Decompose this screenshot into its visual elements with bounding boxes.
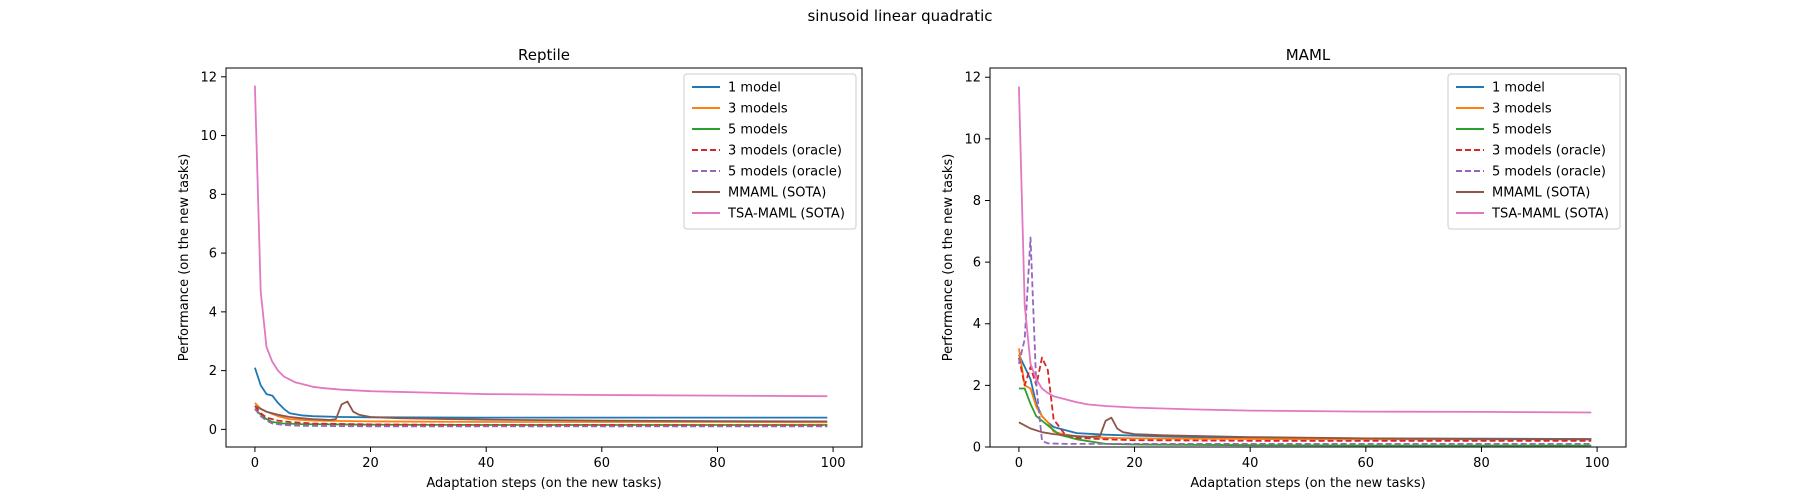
series-line [1018,387,1592,447]
legend-box [1447,73,1621,230]
y-axis-label: Performance (on the new tasks) [177,154,192,362]
series-line [1018,348,1592,441]
series-line [254,405,828,427]
x-tick-label: 100 [821,456,846,471]
legend-label: MMAML (SOTA) [728,186,826,201]
x-tick-label: 40 [1242,456,1259,471]
legend-label: 3 models (oracle) [1492,144,1606,159]
x-tick-label: 60 [594,456,611,471]
legend-label: 5 models (oracle) [1492,165,1606,180]
y-tick-label: 12 [964,71,981,86]
legend-label: TSA-MAML (SOTA) [727,207,845,222]
axes-frame [989,67,1627,448]
x-tick-label: 20 [1126,456,1143,471]
x-axis-label: Adaptation steps (on the new tasks) [1190,476,1425,491]
legend-label: 5 models (oracle) [728,165,842,180]
series-line [1018,236,1592,445]
legend-box [683,73,857,230]
legend-label: 5 models [728,123,788,138]
legend-label: 3 models [728,102,788,117]
x-tick-label: 100 [1585,456,1610,471]
legend-label: 1 model [728,81,781,96]
y-tick-label: 6 [973,256,981,271]
y-tick-label: 0 [973,441,981,456]
series-line [1018,356,1592,442]
x-tick-label: 0 [251,456,259,471]
chart-0: Reptile 0 20 40 60 80 100 0 2 4 6 8 10 12 Adaptation s… [177,46,863,491]
y-tick-label: 8 [209,188,217,203]
y-tick-label: 2 [209,364,217,379]
chart-1: MAML 0 20 40 60 80 100 0 2 4 6 8 10 12 Adaptation step… [941,46,1627,491]
chart-title: MAML [1286,46,1331,64]
legend-label: 5 models [1492,123,1552,138]
x-axis-label: Adaptation steps (on the new tasks) [426,476,661,491]
series-line [254,85,828,398]
legend-label: 3 models (oracle) [728,144,842,159]
series-line [254,400,828,423]
chart-title: Reptile [518,46,570,64]
figure-title: sinusoid linear quadratic [807,7,992,25]
x-tick-label: 0 [1015,456,1023,471]
legend-label: 3 models [1492,102,1552,117]
y-tick-label: 2 [973,379,981,394]
series-line [254,408,828,428]
legend-label: 1 model [1492,81,1545,96]
y-tick-label: 4 [973,317,981,332]
legend: 1 model 3 models 5 models 3 models (oracle)… [1447,73,1621,230]
axes-frame [225,67,863,448]
y-tick-label: 12 [200,70,217,85]
y-tick-label: 4 [209,305,217,320]
y-axis-label: Performance (on the new tasks) [941,154,956,362]
x-tick-label: 60 [1358,456,1375,471]
x-tick-label: 40 [478,456,495,471]
series-group [254,85,828,428]
y-tick-label: 6 [209,247,217,262]
y-tick-label: 10 [200,129,217,144]
series-group [1018,86,1592,447]
series-line [1018,354,1592,440]
y-tick-label: 8 [973,194,981,209]
y-tick-label: 10 [964,132,981,147]
series-line [1018,86,1592,414]
legend: 1 model 3 models 5 models 3 models (oracle)… [683,73,857,230]
legend-label: TSA-MAML (SOTA) [1491,207,1609,222]
y-tick-label: 0 [209,423,217,438]
x-tick-label: 80 [1473,456,1490,471]
x-tick-label: 80 [709,456,726,471]
series-line [254,367,828,419]
x-tick-label: 20 [362,456,379,471]
series-line [1018,416,1592,441]
legend-label: MMAML (SOTA) [1492,186,1590,201]
